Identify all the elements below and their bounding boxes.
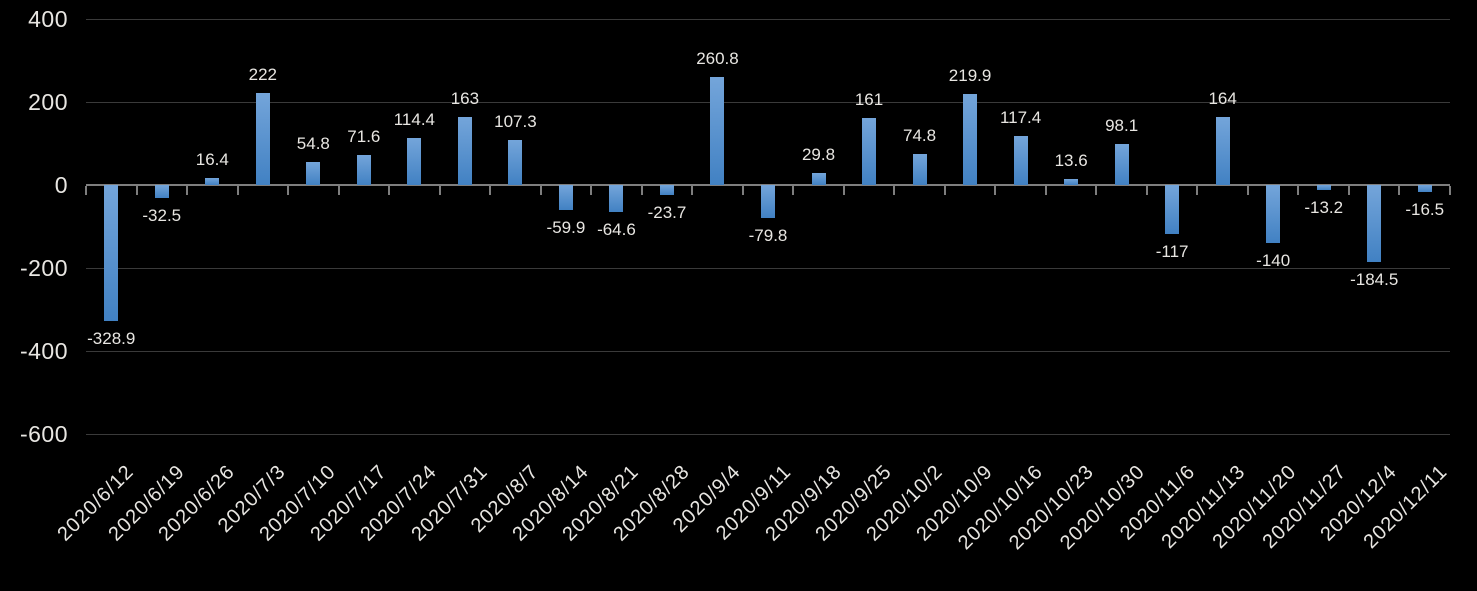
x-axis-tick-mark: [691, 186, 694, 195]
x-axis-tick-mark: [1095, 186, 1098, 195]
data-label: 16.4: [195, 150, 229, 170]
x-axis-tick-mark: [135, 186, 138, 195]
data-label: -32.5: [142, 206, 182, 226]
data-label: -117: [1155, 241, 1189, 261]
data-label: -23.7: [647, 202, 687, 222]
data-label: 98.1: [1105, 116, 1139, 136]
x-axis-tick-mark: [337, 186, 340, 195]
x-axis-tick-mark: [1246, 186, 1249, 195]
gridline: [86, 268, 1450, 269]
x-axis-tick-mark: [438, 186, 441, 195]
data-label: 260.8: [696, 48, 739, 68]
x-axis-tick-mark: [1398, 186, 1401, 195]
bar-2020/10/30: [1114, 144, 1129, 185]
x-axis-tick-mark: [388, 186, 391, 195]
y-axis-tick-label: -200: [19, 255, 68, 281]
x-axis-tick-mark: [590, 186, 593, 195]
bar-2020/11/27: [1316, 185, 1331, 191]
bar-2020/10/2: [912, 153, 927, 185]
bar-2020/6/19: [154, 185, 169, 199]
x-axis-tick-mark: [539, 186, 542, 195]
data-label: 74.8: [903, 125, 937, 145]
bar-2020/6/12: [104, 185, 119, 322]
x-axis-tick-mark: [489, 186, 492, 195]
data-label: 163: [450, 89, 480, 109]
data-label: -328.9: [87, 329, 136, 349]
bar-2020/8/14: [558, 185, 573, 210]
gridline: [86, 434, 1450, 435]
bar-2020/8/28: [659, 185, 674, 195]
bar-2020/9/25: [862, 118, 877, 185]
y-axis-tick-label: -600: [19, 421, 68, 447]
y-axis-tick-label: -400: [19, 338, 68, 364]
y-axis-tick-label: 200: [28, 89, 68, 115]
x-axis-tick-mark: [1347, 186, 1350, 195]
data-label: -64.6: [597, 219, 636, 239]
data-label: -79.8: [748, 226, 788, 246]
bar-2020/8/7: [508, 140, 523, 185]
data-label: 164: [1208, 88, 1237, 108]
data-label: -13.2: [1304, 198, 1344, 218]
bar-2020/7/24: [407, 137, 422, 185]
bar-2020/7/10: [306, 162, 321, 185]
data-label: 161: [854, 90, 884, 110]
x-axis-tick-mark: [1449, 186, 1451, 195]
bar-2020/7/31: [457, 117, 472, 185]
bar-2020/8/21: [609, 185, 624, 212]
gridline: [86, 19, 1450, 20]
bar-2020/9/18: [811, 172, 826, 185]
data-label: -184.5: [1350, 269, 1399, 289]
data-label: 29.8: [801, 144, 836, 164]
data-label: -16.5: [1405, 199, 1445, 219]
gridline: [86, 351, 1450, 352]
x-axis-tick-mark: [943, 186, 946, 195]
data-label: 117.4: [999, 108, 1042, 128]
x-axis-tick-mark: [186, 186, 189, 195]
x-axis-tick-mark: [236, 186, 239, 195]
bar-2020/6/26: [205, 178, 220, 185]
bar-2020/11/6: [1165, 185, 1180, 234]
bar-2020/10/9: [963, 93, 978, 185]
x-axis-tick-mark: [893, 186, 896, 195]
data-label: 222: [248, 64, 277, 84]
x-axis-tick-mark: [994, 186, 997, 195]
data-label: 54.8: [296, 134, 330, 154]
bar-2020/12/4: [1367, 185, 1382, 262]
bar-2020/7/3: [255, 92, 270, 185]
x-axis-tick-mark: [287, 186, 290, 195]
data-label: 219.9: [948, 65, 992, 85]
y-axis-tick-label: 0: [54, 172, 68, 198]
bar-2020/11/20: [1266, 185, 1281, 244]
gridline: [86, 102, 1450, 103]
bar-2020/9/11: [761, 185, 775, 219]
data-label: 114.4: [393, 109, 435, 129]
data-label: -59.9: [546, 217, 586, 237]
x-axis-tick-mark: [1196, 186, 1199, 195]
bar-2020/7/17: [356, 155, 371, 185]
x-axis-tick-mark: [792, 186, 795, 195]
x-axis-tick-mark: [842, 186, 845, 195]
bar-2020/10/23: [1064, 179, 1079, 185]
x-axis-tick-mark: [1044, 186, 1047, 195]
bar-2020/11/13: [1215, 116, 1230, 185]
x-axis-tick-mark: [1145, 186, 1148, 195]
x-axis-tick-mark: [741, 186, 744, 195]
data-label: 71.6: [347, 127, 381, 147]
data-label: 13.6: [1054, 151, 1088, 171]
bar-2020/10/16: [1013, 136, 1028, 185]
bar-2020/9/4: [710, 76, 725, 185]
y-axis-tick-label: 400: [28, 6, 68, 32]
data-label: -140: [1256, 251, 1291, 271]
data-label: 107.3: [494, 112, 537, 132]
x-axis-tick-mark: [1297, 186, 1300, 195]
x-axis-tick-mark: [85, 186, 87, 195]
bar-2020/12/11: [1417, 185, 1432, 192]
x-axis-tick-mark: [640, 186, 643, 195]
